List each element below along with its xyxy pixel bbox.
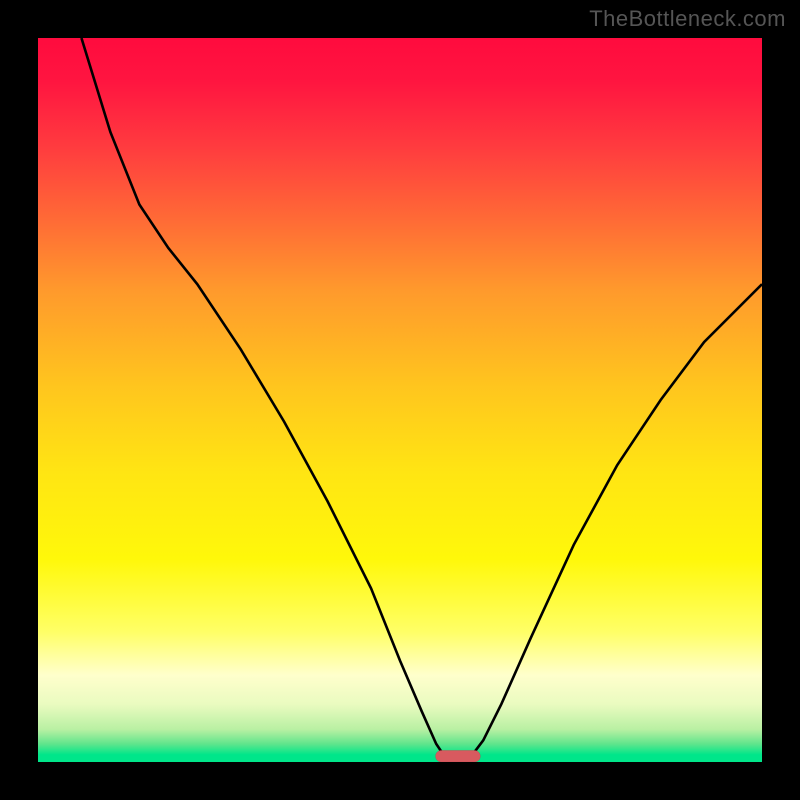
plot-area: [38, 38, 762, 762]
chart-frame: TheBottleneck.com: [0, 0, 800, 800]
optimum-marker: [435, 750, 480, 762]
chart-svg: [38, 38, 762, 762]
gradient-background: [38, 38, 762, 762]
watermark-text: TheBottleneck.com: [589, 6, 786, 32]
